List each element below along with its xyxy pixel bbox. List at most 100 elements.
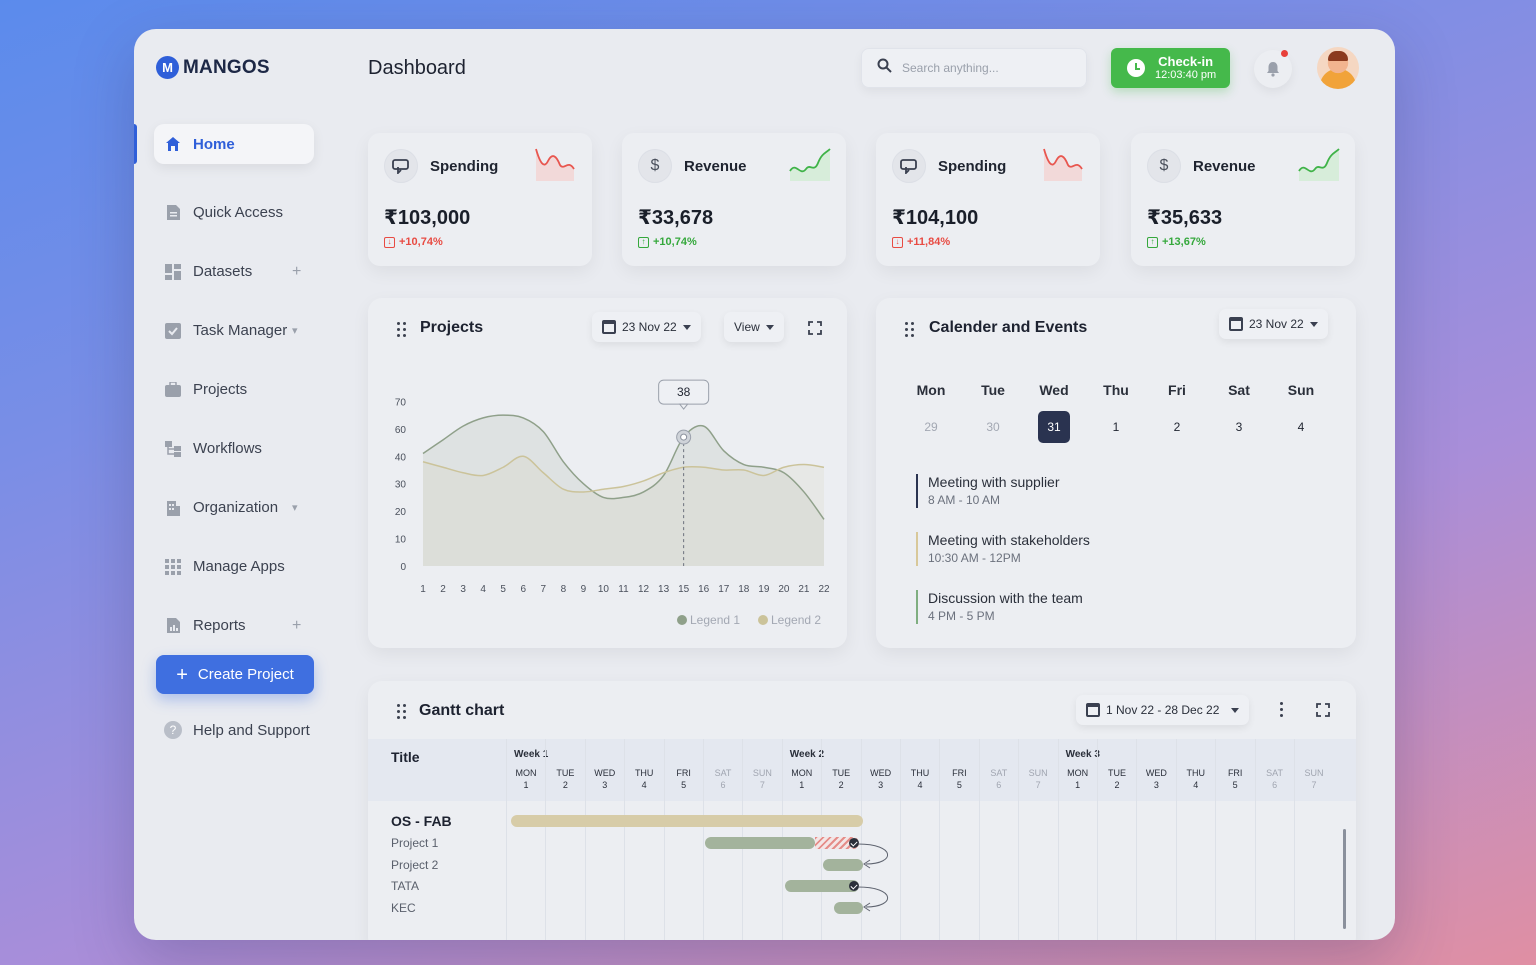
x-tick-label: 21 <box>798 584 810 595</box>
calendar-date-picker[interactable]: 23 Nov 22 <box>1219 309 1328 339</box>
x-tick-label: 16 <box>698 584 710 595</box>
fullscreen-icon[interactable] <box>808 321 822 335</box>
gantt-date-range-picker[interactable]: 1 Nov 22 - 28 Dec 22 <box>1076 695 1250 725</box>
stat-card-revenue[interactable]: $ Revenue ₹33,678 ↑ +10,74% <box>622 133 846 266</box>
calendar-day[interactable]: 3 <box>1235 420 1243 434</box>
gantt-row-label[interactable]: Project 1 <box>391 836 439 850</box>
gantt-bar-kec[interactable] <box>834 902 863 914</box>
calendar-panel: Calender and Events 23 Nov 22 Mon Tue We… <box>876 298 1356 648</box>
chevron-down-icon[interactable]: ▾ <box>292 325 298 337</box>
gantt-week-label: Week 1 <box>514 749 549 760</box>
calendar-day[interactable]: 4 <box>1297 420 1305 434</box>
gantt-row-label[interactable]: TATA <box>391 879 419 893</box>
expand-plus-icon[interactable]: + <box>292 262 302 280</box>
projects-date-picker[interactable]: 23 Nov 22 <box>592 312 701 342</box>
sidebar-item-organization[interactable]: Organization ▾ <box>134 478 334 537</box>
x-tick-label: 6 <box>520 584 526 595</box>
gantt-bar-os-fab[interactable] <box>511 815 863 827</box>
gantt-day-label: TUE 2 <box>832 768 851 790</box>
fullscreen-icon[interactable] <box>1316 703 1330 717</box>
gantt-column-divider <box>1294 739 1295 940</box>
event-item[interactable]: Meeting with stakeholders 10:30 AM - 12P… <box>916 532 1090 566</box>
chevron-down-icon[interactable]: ▾ <box>292 502 298 514</box>
drag-handle-icon[interactable] <box>905 322 914 337</box>
check-in-button[interactable]: Check-in 12:03:40 pm <box>1111 48 1230 88</box>
calendar-day[interactable]: 30 <box>986 420 1000 434</box>
gantt-row-label[interactable]: OS - FAB <box>391 813 452 829</box>
gantt-day-label: TUE 2 <box>556 768 575 790</box>
user-avatar[interactable] <box>1317 47 1359 89</box>
gantt-bar-project-2[interactable] <box>823 859 863 871</box>
help-and-support-link[interactable]: ? Help and Support <box>164 721 310 739</box>
view-label: View <box>734 320 760 334</box>
drag-handle-icon[interactable] <box>397 704 406 719</box>
event-time: 8 AM - 10 AM <box>928 493 1001 507</box>
gantt-column-divider <box>900 739 901 940</box>
gantt-column-divider <box>939 739 941 940</box>
sidebar-item-projects[interactable]: Projects <box>134 360 334 419</box>
stat-change-value: +11,84% <box>907 236 951 248</box>
gantt-row-label[interactable]: KEC <box>391 901 416 915</box>
check-icon <box>849 881 859 891</box>
gantt-bar-project-1[interactable] <box>705 837 815 849</box>
series-area <box>423 415 824 566</box>
caret-down-icon <box>1309 321 1318 327</box>
gantt-bar-overdue[interactable] <box>815 837 859 849</box>
more-options-icon[interactable] <box>1280 702 1284 717</box>
search-icon <box>877 58 892 78</box>
x-tick-label: 13 <box>658 584 670 595</box>
notifications-button[interactable] <box>1254 50 1292 88</box>
search-bar[interactable] <box>861 48 1087 88</box>
gantt-day-label: THU 4 <box>634 768 654 790</box>
stat-change-value: +13,67% <box>1162 236 1206 248</box>
sidebar-item-label: Datasets <box>193 263 253 280</box>
calendar-day[interactable]: 1 <box>1112 420 1120 434</box>
brand-logo[interactable]: M MANGOS <box>156 56 270 79</box>
home-icon <box>164 135 182 153</box>
stat-card-spending[interactable]: Spending ₹103,000 ↓ +10,74% <box>368 133 592 266</box>
grid-icon <box>164 263 182 281</box>
x-tick-label: 5 <box>500 584 506 595</box>
stat-change: ↑ +10,74% <box>638 236 697 248</box>
gantt-day-label: TUE 2 <box>1108 768 1126 790</box>
calendar-icon <box>1086 703 1100 717</box>
y-tick-label: 40 <box>395 452 407 463</box>
gantt-row-label[interactable]: Project 2 <box>391 858 439 872</box>
stat-card-spending[interactable]: Spending ₹104,100 ↓ +11,84% <box>876 133 1100 266</box>
projects-date: 23 Nov 22 <box>622 320 677 334</box>
sidebar-item-reports[interactable]: Reports + <box>134 596 334 655</box>
stat-value: ₹35,633 <box>1147 207 1223 229</box>
calendar-title: Calender and Events <box>929 319 1088 336</box>
gantt-header <box>368 739 1356 801</box>
arrow-down-icon: ↓ <box>892 236 903 248</box>
sidebar-item-quick-access[interactable]: Quick Access <box>134 183 334 242</box>
legend-label: Legend 1 <box>690 613 740 627</box>
gantt-scrollbar[interactable] <box>1343 829 1346 929</box>
create-project-button[interactable]: + Create Project <box>156 655 314 694</box>
gantt-column-divider <box>1136 739 1138 940</box>
legend-swatch <box>758 615 768 625</box>
calendar-day[interactable]: 29 <box>924 420 938 434</box>
sidebar-item-manage-apps[interactable]: Manage Apps <box>134 537 334 596</box>
gantt-day-label: WED 3 <box>1145 768 1167 790</box>
gantt-day-label: SAT 6 <box>990 768 1008 790</box>
stat-card-revenue[interactable]: $ Revenue ₹35,633 ↑ +13,67% <box>1131 133 1355 266</box>
drag-handle-icon[interactable] <box>397 322 406 337</box>
sidebar-item-home[interactable]: Home <box>134 124 334 164</box>
sidebar-item-task-manager[interactable]: Task Manager ▾ <box>134 301 334 360</box>
view-dropdown[interactable]: View <box>724 312 784 342</box>
sidebar-item-workflows[interactable]: Workflows <box>134 419 334 478</box>
sparkline-up <box>789 148 831 181</box>
calendar-day-selected[interactable]: 31 <box>1038 411 1070 443</box>
expand-plus-icon[interactable]: + <box>292 616 302 634</box>
x-tick-label: 7 <box>541 584 547 595</box>
sidebar-item-datasets[interactable]: Datasets + <box>134 242 334 301</box>
event-item[interactable]: Meeting with supplier 8 AM - 10 AM <box>916 474 1060 508</box>
calendar-day[interactable]: 2 <box>1173 420 1181 434</box>
search-input[interactable] <box>902 61 1062 75</box>
gantt-day-label: SAT 6 <box>1266 768 1284 790</box>
gantt-bar-tata[interactable] <box>785 880 859 892</box>
event-item[interactable]: Discussion with the team 4 PM - 5 PM <box>916 590 1083 624</box>
weekday-label: Sun <box>1287 382 1315 398</box>
briefcase-icon <box>164 381 182 399</box>
